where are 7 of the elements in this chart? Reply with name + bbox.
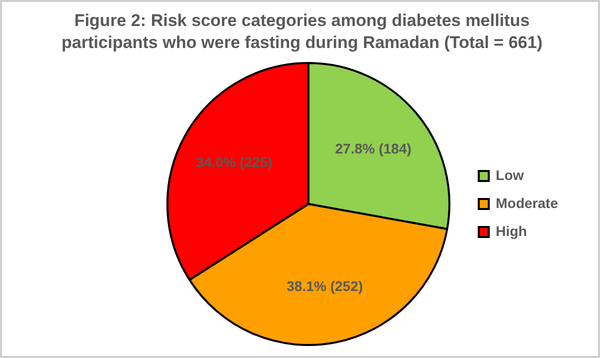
legend-label: High <box>496 222 527 239</box>
data-label: 27.8% (184) <box>335 140 412 157</box>
chart-title: Figure 2: Risk score categories among diabetes mellitus participants who were fasting during Ramadan (Total = 661) <box>60 10 544 54</box>
legend-label: Low <box>496 166 524 183</box>
data-label: 34.0% (225) <box>196 154 272 170</box>
data-label: 38.1% (252) <box>286 278 363 294</box>
legend-label: Moderate <box>496 194 558 211</box>
